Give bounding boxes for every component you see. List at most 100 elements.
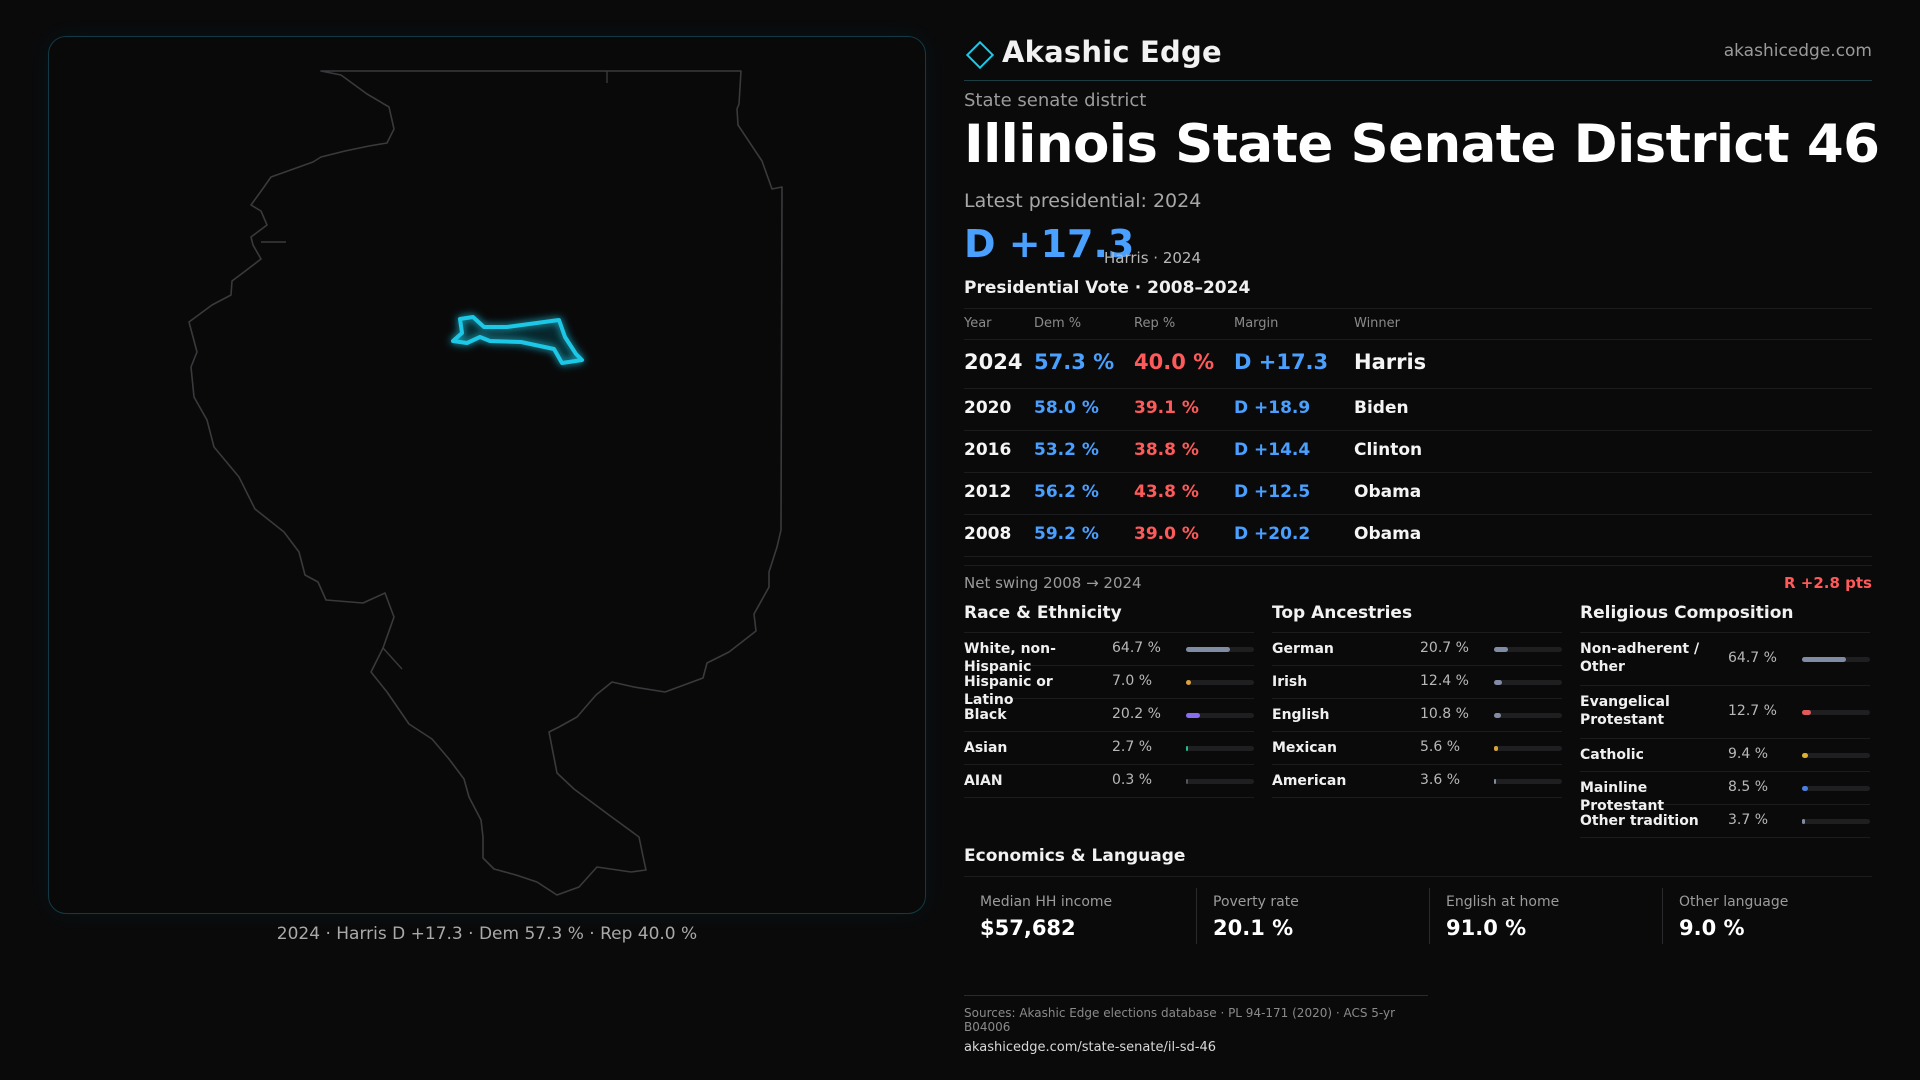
col-dem: Dem % xyxy=(1034,316,1082,331)
table-row: 2024 57.3 % 40.0 % D +17.3 Harris xyxy=(964,338,1872,389)
net-swing-row: Net swing 2008 → 2024 R +2.8 pts xyxy=(964,565,1872,594)
site-link[interactable]: akashicedge.com xyxy=(1723,41,1872,61)
demo-value: 8.5 % xyxy=(1728,779,1769,795)
county-line-south xyxy=(382,647,403,670)
demo-value: 10.8 % xyxy=(1420,706,1469,722)
district-type-label: State senate district xyxy=(964,90,1147,111)
religion-title: Religious Composition xyxy=(1580,600,1870,633)
map-caption: 2024 · Harris D +17.3 · Dem 57.3 % · Rep… xyxy=(276,924,698,944)
demo-bar xyxy=(1802,752,1809,758)
demo-bar xyxy=(1186,745,1188,751)
demo-value: 12.4 % xyxy=(1420,673,1469,689)
demo-row: Asian 2.7 % xyxy=(964,732,1254,765)
demo-bar-track xyxy=(1802,709,1870,715)
cell-rep: 39.0 % xyxy=(1134,524,1199,544)
demo-value: 2.7 % xyxy=(1112,739,1153,755)
demo-bar xyxy=(1802,709,1811,715)
demo-value: 64.7 % xyxy=(1728,650,1777,666)
cell-dem: 59.2 % xyxy=(1034,524,1099,544)
demo-bar-track xyxy=(1802,752,1870,758)
econ-label: English at home xyxy=(1446,894,1560,910)
demo-row: American 3.6 % xyxy=(1272,765,1562,798)
demo-label: AIAN xyxy=(964,773,1003,789)
demo-value: 3.6 % xyxy=(1420,772,1461,788)
cell-margin: D +12.5 xyxy=(1234,482,1311,502)
diamond-logo-icon xyxy=(966,41,994,69)
demo-bar xyxy=(1186,679,1191,685)
demo-row: Mexican 5.6 % xyxy=(1272,732,1562,765)
demo-bar xyxy=(1186,778,1188,784)
demo-value: 20.7 % xyxy=(1420,640,1469,656)
demo-bar xyxy=(1802,785,1808,791)
demo-row: English 10.8 % xyxy=(1272,699,1562,732)
cell-winner: Obama xyxy=(1354,524,1422,544)
race-ethnicity-title: Race & Ethnicity xyxy=(964,600,1254,633)
sources-footer: Sources: Akashic Edge elections database… xyxy=(964,995,1428,1055)
demo-label: German xyxy=(1272,641,1334,657)
demo-bar xyxy=(1802,818,1805,824)
net-swing-value: R +2.8 pts xyxy=(1784,574,1872,592)
demo-label: American xyxy=(1272,773,1347,789)
cell-winner: Harris xyxy=(1354,350,1427,374)
demo-value: 64.7 % xyxy=(1112,640,1161,656)
col-margin: Margin xyxy=(1234,316,1279,331)
net-swing-label: Net swing 2008 → 2024 xyxy=(964,574,1142,592)
demo-bar-track xyxy=(1802,656,1870,662)
demo-label: Non-adherent / Other xyxy=(1580,641,1700,675)
demo-bar-track xyxy=(1186,646,1254,652)
demo-value: 9.4 % xyxy=(1728,746,1769,762)
demo-value: 20.2 % xyxy=(1112,706,1161,722)
presidential-table-header: Year Dem % Rep % Margin Winner xyxy=(964,308,1872,340)
table-row: 2020 58.0 % 39.1 % D +18.9 Biden xyxy=(964,388,1872,431)
demo-row: Evangelical Protestant 12.7 % xyxy=(1580,686,1870,739)
econ-label: Poverty rate xyxy=(1213,894,1299,910)
demo-bar-track xyxy=(1186,778,1254,784)
demo-row: Mainline Protestant 8.5 % xyxy=(1580,772,1870,814)
table-row: 2012 56.2 % 43.8 % D +12.5 Obama xyxy=(964,472,1872,515)
cell-winner: Obama xyxy=(1354,482,1422,502)
cell-rep: 38.8 % xyxy=(1134,440,1199,460)
demo-bar-track xyxy=(1802,818,1870,824)
demo-value: 5.6 % xyxy=(1420,739,1461,755)
economics-title: Economics & Language xyxy=(964,844,1872,877)
demo-bar-track xyxy=(1494,745,1562,751)
cell-rep: 43.8 % xyxy=(1134,482,1199,502)
state-outline xyxy=(188,70,783,896)
demo-label: English xyxy=(1272,707,1330,723)
cell-dem: 57.3 % xyxy=(1034,350,1115,374)
top-bar: Akashic Edge akashicedge.com xyxy=(964,30,1872,81)
demo-value: 3.7 % xyxy=(1728,812,1769,828)
demo-row: Black 20.2 % xyxy=(964,699,1254,732)
col-year: Year xyxy=(964,316,992,331)
econ-value: 91.0 % xyxy=(1446,916,1527,940)
econ-label: Other language xyxy=(1679,894,1789,910)
demo-row: Catholic 9.4 % xyxy=(1580,739,1870,772)
demo-bar-track xyxy=(1186,712,1254,718)
cell-margin: D +14.4 xyxy=(1234,440,1311,460)
cell-dem: 58.0 % xyxy=(1034,398,1099,418)
source-url-link[interactable]: akashicedge.com/state-senate/il-sd-46 xyxy=(964,1040,1217,1055)
demo-label: Black xyxy=(964,707,1007,723)
demo-bar-track xyxy=(1494,646,1562,652)
demo-row: Non-adherent / Other 64.7 % xyxy=(1580,633,1870,686)
demo-value: 7.0 % xyxy=(1112,673,1153,689)
demo-bar-track xyxy=(1186,679,1254,685)
econ-value: 20.1 % xyxy=(1213,916,1294,940)
demo-label: Mexican xyxy=(1272,740,1337,756)
demo-bar xyxy=(1802,656,1846,662)
cell-year: 2008 xyxy=(964,524,1012,544)
sources-text: Sources: Akashic Edge elections database… xyxy=(964,1006,1396,1034)
demo-label: White, non-Hispanic xyxy=(964,641,1056,675)
econ-label: Median HH income xyxy=(980,894,1113,910)
demo-row: AIAN 0.3 % xyxy=(964,765,1254,798)
demo-label: Evangelical Protestant xyxy=(1580,694,1670,728)
headline-margin: D +17.3 xyxy=(964,222,1135,266)
ancestries-title: Top Ancestries xyxy=(1272,600,1562,633)
demo-row: German 20.7 % xyxy=(1272,633,1562,666)
demo-bar-track xyxy=(1494,778,1562,784)
demo-bar-track xyxy=(1802,785,1870,791)
latest-presidential-label: Latest presidential: 2024 xyxy=(964,190,1202,212)
demo-bar-track xyxy=(1186,745,1254,751)
cell-winner: Biden xyxy=(1354,398,1409,418)
demo-label: Irish xyxy=(1272,674,1308,690)
